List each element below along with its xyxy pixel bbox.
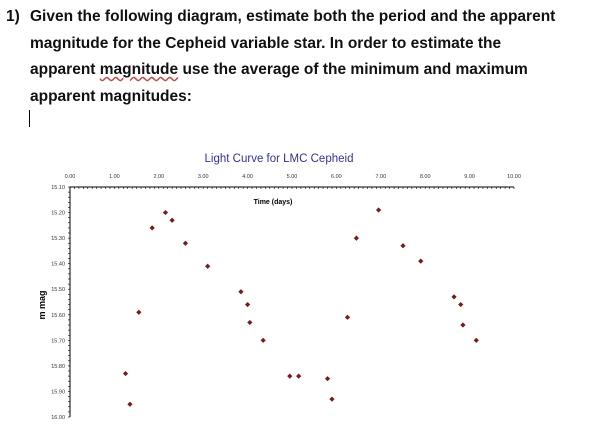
data-point <box>451 294 457 300</box>
y-tick-label: 15.20 <box>51 211 65 217</box>
data-point <box>344 314 351 320</box>
x-tick-labels: 0.00 1.00 2.00 3.00 4.00 5.00 6.00 7.00 8.00 9.00… <box>65 174 521 180</box>
question-line-2: magnitude for the Cepheid variable star.… <box>30 34 502 52</box>
x-tick-label: 2.00 <box>153 174 164 180</box>
data-point <box>458 301 464 308</box>
data-point <box>122 370 129 377</box>
data-point <box>287 373 293 379</box>
y-tick-label: 15.60 <box>51 313 65 319</box>
spellcheck-word: magnitude <box>99 61 179 78</box>
data-point <box>247 319 253 326</box>
data-point <box>375 207 382 213</box>
data-point <box>127 401 133 407</box>
text-cursor <box>29 110 30 127</box>
y-tick-label: 16.00 <box>51 415 65 421</box>
data-point <box>149 225 155 231</box>
data-point <box>329 396 335 402</box>
x-tick-label: 7.00 <box>375 174 386 180</box>
data-point <box>418 258 424 264</box>
question-number: 1) <box>6 8 20 25</box>
data-points <box>122 207 479 407</box>
data-point <box>353 235 359 241</box>
x-tick-label: 4.00 <box>242 174 253 180</box>
y-tick-label: 15.10 <box>51 185 65 191</box>
y-tick-label: 15.30 <box>51 236 65 242</box>
x-tick-label: 8.00 <box>420 174 431 180</box>
data-point <box>169 217 175 223</box>
x-tick-label: 1.00 <box>109 174 120 180</box>
chart-title: Light Curve for LMC Cepheid <box>205 153 354 165</box>
data-point <box>182 240 189 246</box>
x-tick-label: 3.00 <box>198 174 209 180</box>
y-tick-label: 15.90 <box>51 389 65 395</box>
data-point <box>324 376 331 382</box>
x-tick-label: 9.00 <box>464 174 475 180</box>
data-point <box>162 209 169 216</box>
y-tick-label: 15.50 <box>51 287 65 293</box>
data-point <box>136 309 142 315</box>
x-tick-label: 5.00 <box>287 174 298 180</box>
data-point <box>205 263 211 269</box>
y-tick-label: 15.70 <box>51 338 65 344</box>
y-axis-title: m mag <box>37 290 47 319</box>
x-tick-label: 10.00 <box>507 174 521 180</box>
question-line-3-part-c: use the average of the minimum and maxim… <box>178 61 528 78</box>
y-tick-label: 15.40 <box>51 262 65 268</box>
question-line-1: Given the following diagram, estimate bo… <box>30 8 556 25</box>
data-point <box>296 373 302 379</box>
question-line-4: apparent magnitudes: <box>30 87 192 105</box>
x-axis-title: Time (days) <box>254 199 293 206</box>
data-point <box>473 337 479 343</box>
x-tick-label: 0.00 <box>65 174 76 180</box>
question-line-3-part-a: apparent <box>30 61 100 78</box>
y-tick-labels: 15.10 15.20 15.30 15.40 15.50 15.60 15.70 15.80… <box>51 185 65 421</box>
x-tick-label: 6.00 <box>331 174 342 180</box>
data-point <box>245 301 251 308</box>
data-point <box>460 322 466 328</box>
data-point <box>400 243 406 249</box>
y-tick-label: 15.80 <box>51 364 65 370</box>
question-line-3: apparent magnitude use the average of th… <box>30 57 528 84</box>
data-point <box>260 337 266 343</box>
chart-axes <box>68 186 515 418</box>
data-point <box>238 289 244 295</box>
